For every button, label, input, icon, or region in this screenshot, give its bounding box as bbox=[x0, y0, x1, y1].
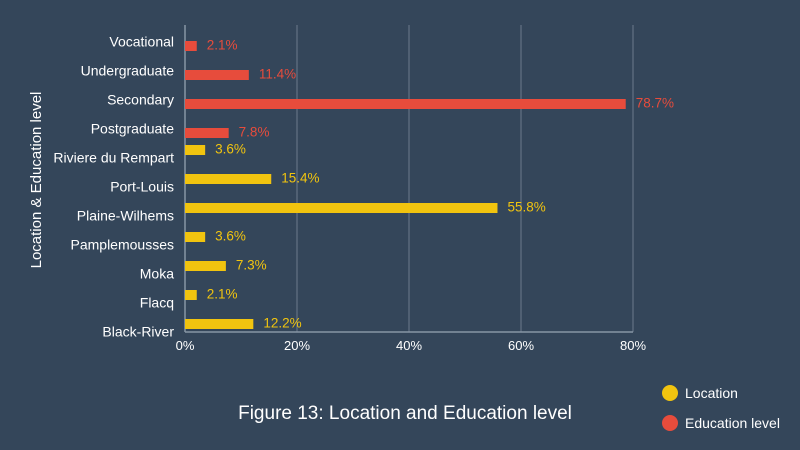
category-label-secondary: Secondary bbox=[107, 92, 174, 108]
bar-postgraduate bbox=[185, 128, 229, 138]
x-tick-label: 80% bbox=[620, 338, 646, 353]
value-label-moka: 7.3% bbox=[236, 258, 267, 273]
bar-flacq bbox=[185, 290, 197, 300]
legend-item-education-level[interactable]: Education level bbox=[662, 408, 780, 438]
value-label-pamplemousses: 3.6% bbox=[215, 229, 246, 244]
legend-swatch-education-level bbox=[662, 415, 678, 431]
category-label-undergraduate: Undergraduate bbox=[81, 63, 175, 79]
bar-plaine-wilhems bbox=[185, 203, 498, 213]
value-label-secondary: 78.7% bbox=[636, 96, 674, 111]
legend-swatch-location bbox=[662, 385, 678, 401]
x-tick-label: 20% bbox=[284, 338, 310, 353]
x-tick-label: 0% bbox=[176, 338, 195, 353]
bar-riviere-du-rempart bbox=[185, 145, 206, 155]
legend-label-education-level: Education level bbox=[685, 415, 780, 431]
category-label-moka: Moka bbox=[140, 266, 174, 282]
bar-pamplemousses bbox=[185, 232, 206, 242]
bar-secondary bbox=[185, 99, 626, 109]
category-label-port-louis: Port-Louis bbox=[110, 179, 174, 195]
grid-lines bbox=[296, 25, 634, 332]
legend-label-location: Location bbox=[685, 385, 738, 401]
category-label-plaine-wilhems: Plaine-Wilhems bbox=[77, 208, 174, 224]
category-label-pamplemousses: Pamplemousses bbox=[71, 237, 175, 253]
bars bbox=[185, 41, 626, 329]
bar-vocational bbox=[185, 41, 197, 51]
value-labels: 2.1% 11.4% 78.7% 7.8% 3.6% 15.4% 55.8% 3.6% 7.3%… bbox=[207, 38, 674, 331]
category-labels: Vocational Undergraduate Secondary Postgrad… bbox=[53, 34, 174, 340]
x-tick-label: 60% bbox=[508, 338, 534, 353]
chart-title: Figure 13: Location and Education level bbox=[238, 403, 572, 424]
category-label-riviere-du-rempart: Riviere du Rempart bbox=[53, 150, 174, 166]
value-label-plaine-wilhems: 55.8% bbox=[507, 200, 545, 215]
x-tick-label: 40% bbox=[396, 338, 422, 353]
tick-labels: 0% 20% 40% 60% 80% bbox=[176, 338, 647, 353]
y-axis-label: Location & Education level bbox=[28, 92, 45, 269]
category-label-vocational: Vocational bbox=[109, 34, 174, 50]
value-label-riviere-du-rempart: 3.6% bbox=[215, 142, 246, 157]
value-label-black-river: 12.2% bbox=[263, 316, 301, 331]
value-label-undergraduate: 11.4% bbox=[259, 67, 296, 82]
bar-port-louis bbox=[185, 174, 272, 184]
value-label-flacq: 2.1% bbox=[207, 287, 238, 302]
category-label-postgraduate: Postgraduate bbox=[91, 121, 174, 137]
category-label-black-river: Black-River bbox=[102, 324, 174, 340]
legend-item-location[interactable]: Location bbox=[662, 378, 780, 408]
bar-black-river bbox=[185, 319, 254, 329]
value-label-vocational: 2.1% bbox=[207, 38, 238, 53]
value-label-port-louis: 15.4% bbox=[281, 171, 319, 186]
legend: Location Education level bbox=[662, 378, 780, 438]
bar-undergraduate bbox=[185, 70, 249, 80]
value-label-postgraduate: 7.8% bbox=[239, 125, 270, 140]
bar-moka bbox=[185, 261, 226, 271]
category-label-flacq: Flacq bbox=[140, 295, 174, 311]
